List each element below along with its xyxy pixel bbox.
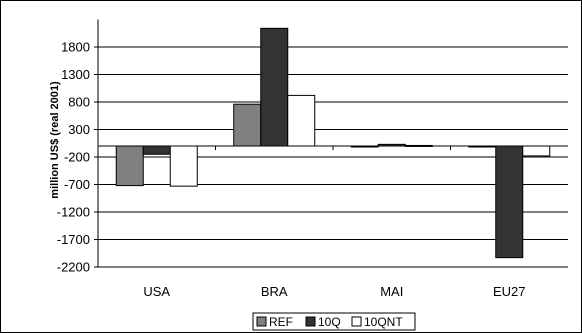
legend-label-10qnt: 10QNT xyxy=(364,315,403,329)
x-category-label: BRA xyxy=(261,284,288,299)
legend-label-ref: REF xyxy=(269,315,293,329)
y-tick-label: -1200 xyxy=(57,205,90,220)
axes xyxy=(94,19,568,268)
legend-swatch-10q xyxy=(305,316,316,327)
x-category-label: MAI xyxy=(380,284,403,299)
bar-10qnt-bra xyxy=(287,94,316,147)
y-tick-label: 300 xyxy=(68,122,90,137)
bar-10qnt-usa xyxy=(169,145,198,187)
legend: REF 10Q 10QNT xyxy=(252,312,416,331)
x-category-label: EU27 xyxy=(493,284,526,299)
bar-10q-eu27 xyxy=(495,145,524,259)
bar-ref-bra xyxy=(233,103,262,147)
x-category-label: USA xyxy=(143,284,170,299)
y-tick-label: 1800 xyxy=(61,40,90,55)
y-axis-title: million US$ (real 2001) xyxy=(49,81,61,199)
y-tick-labels: 1800 1300 800 300 -200 -700 -1200 -1700 -2200 xyxy=(57,40,90,275)
bars xyxy=(115,27,551,259)
legend-swatch-ref xyxy=(256,316,267,327)
bar-ref-usa xyxy=(115,145,144,187)
y-tick-label: -2200 xyxy=(57,260,90,275)
y-tick-label: -700 xyxy=(64,177,90,192)
bar-10qnt-eu27 xyxy=(522,145,551,157)
legend-box xyxy=(252,312,416,331)
bar-10q-bra xyxy=(260,27,289,147)
legend-swatch-10qnt xyxy=(351,316,362,327)
bar-10q-usa xyxy=(142,145,171,155)
y-tick-label: 800 xyxy=(68,95,90,110)
x-category-labels: USA BRA MAI EU27 xyxy=(143,284,525,299)
plot-area xyxy=(98,13,568,268)
legend-label-10q: 10Q xyxy=(318,315,341,329)
y-tick-label: -200 xyxy=(64,150,90,165)
y-tick-label: -1700 xyxy=(57,232,90,247)
y-tick-label: 1300 xyxy=(61,67,90,82)
